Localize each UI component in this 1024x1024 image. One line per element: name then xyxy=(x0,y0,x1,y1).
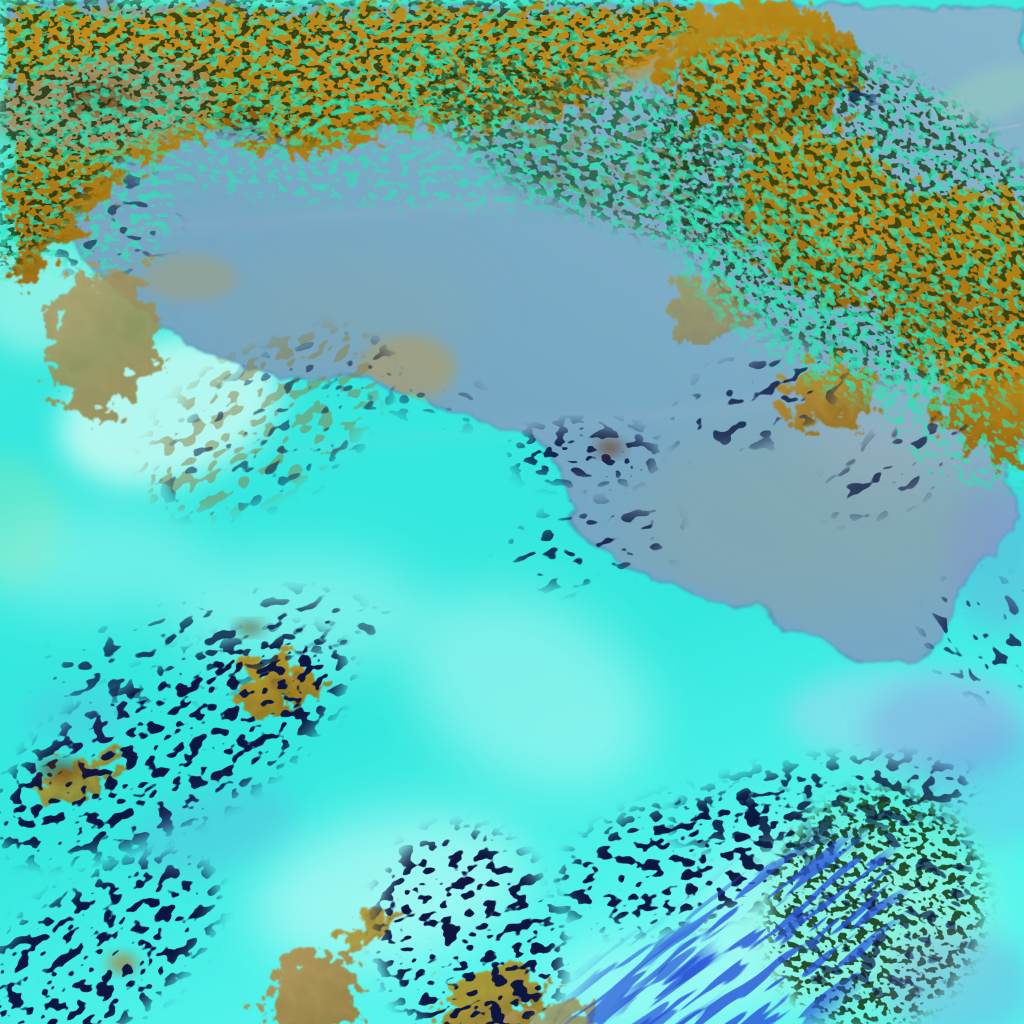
dark-speckle-cluster xyxy=(377,832,563,1024)
violet-haze-patch xyxy=(132,785,298,875)
dark-ripple-speckles xyxy=(164,338,396,512)
violet-haze xyxy=(20,488,1024,1024)
violet-haze-patch xyxy=(885,930,1024,1024)
dark-speckle-cluster xyxy=(0,858,216,1024)
blue-streaks xyxy=(566,934,714,1024)
dark-speckle-cluster xyxy=(312,616,388,654)
island-speckles xyxy=(513,427,657,483)
tan-smudge xyxy=(142,254,238,302)
dark-speckle-cluster xyxy=(506,507,674,583)
violet-haze-patch xyxy=(865,680,1024,780)
violet-haze-patch xyxy=(20,685,130,745)
green-tinge-patch xyxy=(0,455,65,585)
dark-speckle-cluster xyxy=(43,598,357,702)
rust-spot xyxy=(596,440,624,456)
white-cloud-patch xyxy=(407,589,653,791)
violet-haze-patch xyxy=(948,488,1024,632)
olive-patch xyxy=(333,904,387,952)
tiny-speckles xyxy=(838,80,878,110)
tan-patch xyxy=(258,934,352,1024)
edge-speckles xyxy=(351,369,489,421)
rust-spot xyxy=(236,621,264,635)
dark-speckle-cluster xyxy=(828,416,972,514)
rust-spot xyxy=(38,760,82,780)
olive-cloud-chain xyxy=(632,0,1024,496)
wave-street-streaks xyxy=(566,840,900,1024)
dark-speckle-cluster xyxy=(676,347,844,453)
tan-streak xyxy=(38,256,152,404)
dark-speckle-cluster xyxy=(0,632,346,858)
chain-fringe-speckles xyxy=(672,191,948,409)
